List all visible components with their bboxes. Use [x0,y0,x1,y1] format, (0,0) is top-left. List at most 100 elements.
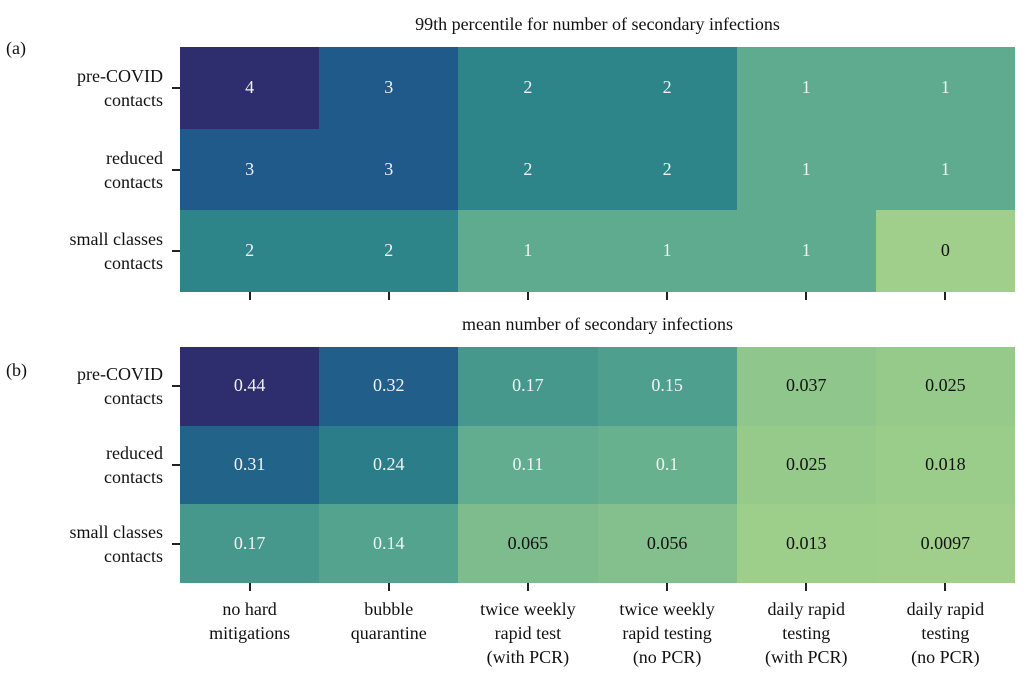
heatmap-cell [180,504,320,584]
heatmap-cell [597,425,738,505]
heatmap-cell [875,347,1016,427]
cell-value: 3 [384,76,394,97]
heatmap-cell [458,347,598,427]
cell-value: 0.018 [925,454,966,474]
cell-value: 0.013 [785,532,827,553]
cell-value: 0.11 [512,454,544,474]
cell-value: 0.17 [233,532,266,553]
panel-title: mean number of secondary infections [462,314,733,334]
heatmap-cell [319,504,459,584]
col-tick [248,583,251,591]
heatmap-cell [319,425,459,505]
panel-label: (a) [6,38,26,58]
cell-value: 0.15 [651,375,683,396]
col-tick [805,583,808,591]
panel-title: 99th percentile for number of secondary … [415,14,780,34]
cell-value: 1 [801,158,811,179]
cell-value: 1 [940,76,950,97]
row-tick [172,542,180,545]
column-label: bubble quarantine [350,599,427,643]
cell-value: 2 [523,76,533,97]
col-tick [387,292,390,300]
cell-value: 4 [245,76,255,97]
cell-value: 0.14 [372,532,405,553]
cell-value: 1 [662,240,672,261]
col-tick [248,292,251,300]
heatmap-cell [458,128,598,211]
cell-value: 3 [245,158,255,179]
heatmap-cell [180,347,320,427]
cell-value: 2 [523,158,533,179]
panel-label: (b) [6,360,27,380]
col-tick [944,583,947,591]
column-label: daily rapid testing (no PCR) [906,599,985,667]
heatmap-cell [180,425,320,505]
heatmap-cell [458,425,598,505]
heatmap-cell [319,347,459,427]
heatmap-cell [458,504,598,584]
row-label: pre-COVID contacts [77,364,163,409]
heatmap-cell [736,210,877,293]
heatmap-cell [180,128,320,211]
row-label: small classes contacts [69,521,163,566]
row-label: reduced contacts [104,443,163,487]
column-label: twice weekly rapid test (with PCR) [480,599,576,667]
cell-value: 1 [940,158,950,179]
col-tick [387,583,390,591]
cell-value: 0.31 [233,454,266,474]
cell-value: 0.44 [233,375,266,396]
cell-value: 2 [662,158,672,179]
heatmap-cell [736,425,877,505]
row-label: pre-COVID contacts [77,65,163,110]
cell-value: 0.037 [785,375,827,396]
heatmap-cell [597,504,738,584]
cell-value: 0.025 [925,375,966,396]
cell-value: 0.0097 [920,532,971,553]
heatmap-cell [319,128,459,211]
heatmap-cell [875,504,1016,584]
cell-value: 0.1 [655,454,679,474]
column-label: twice weekly rapid testing (no PCR) [619,599,715,667]
heatmap-cell [736,47,877,130]
heatmap-cell [458,47,598,130]
heatmap-cell [180,210,320,293]
heatmap-cell [597,128,738,211]
row-tick [172,250,180,253]
heatmap-cell [875,47,1016,130]
heatmap-cell [597,210,738,293]
cell-value: 1 [801,240,811,261]
cell-value: 1 [523,240,533,261]
col-tick [805,292,808,300]
cell-value: 2 [245,240,255,261]
heatmap-cell [319,210,459,293]
col-tick [666,583,669,591]
row-tick [172,464,180,466]
col-tick [944,292,947,300]
row-tick [172,86,180,89]
heatmap-cell [597,47,738,130]
cell-value: 0.24 [372,454,405,474]
cell-value: 2 [662,76,672,97]
cell-value: 0.025 [785,454,827,474]
cell-value: 0.32 [372,375,405,396]
cell-value: 3 [384,158,394,179]
row-label: reduced contacts [104,147,163,192]
cell-value: 0.17 [512,375,544,396]
heatmap-cell [458,210,598,293]
col-tick [526,583,529,591]
row-tick [172,385,180,388]
heatmap-cell [875,425,1016,505]
cell-value: 0.065 [507,532,549,553]
heatmap-cell [736,347,877,427]
heatmap-cell [875,210,1016,293]
column-label: no hard mitigations [209,599,291,643]
cell-value: 1 [801,76,811,97]
heatmap-cell [319,47,459,130]
heatmap-cell [736,128,877,211]
heatmap-cell [597,347,738,427]
heatmap-cell [736,504,877,584]
col-tick [526,292,529,300]
col-tick [666,292,669,300]
row-tick [172,168,180,171]
